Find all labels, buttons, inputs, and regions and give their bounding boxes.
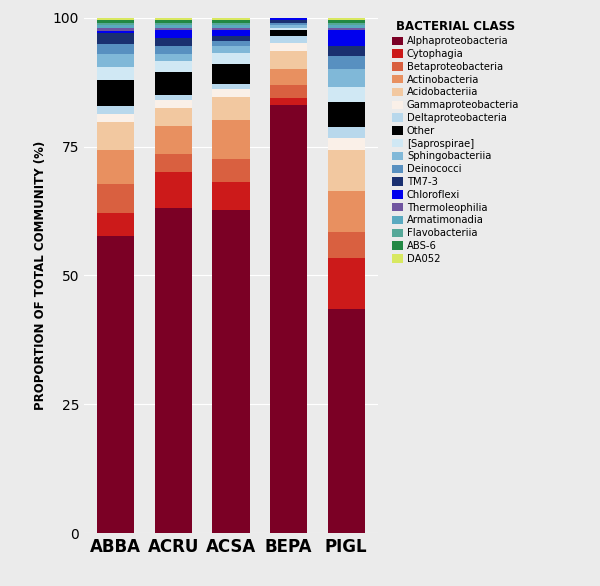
- Bar: [328, 309, 365, 533]
- Bar: [97, 184, 134, 213]
- Bar: [328, 20, 365, 23]
- Bar: [328, 46, 365, 56]
- Bar: [155, 38, 192, 46]
- Bar: [212, 28, 250, 30]
- Bar: [97, 25, 134, 28]
- Bar: [155, 46, 192, 54]
- Bar: [97, 213, 134, 236]
- Bar: [270, 51, 307, 69]
- Bar: [212, 159, 250, 182]
- Bar: [212, 23, 250, 25]
- Bar: [155, 20, 192, 23]
- Bar: [155, 172, 192, 209]
- Bar: [212, 84, 250, 90]
- Bar: [270, 28, 307, 30]
- Legend: Alphaproteobacteria, Cytophagia, Betaproteobacteria, Actinobacteria, Acidobacter: Alphaproteobacteria, Cytophagia, Betapro…: [389, 18, 522, 267]
- Bar: [270, 23, 307, 25]
- Bar: [270, 18, 307, 20]
- Bar: [328, 127, 365, 138]
- Bar: [328, 258, 365, 309]
- Bar: [212, 30, 250, 36]
- Bar: [155, 54, 192, 62]
- Bar: [97, 80, 134, 106]
- Bar: [97, 54, 134, 67]
- Bar: [328, 138, 365, 151]
- Bar: [328, 25, 365, 28]
- Bar: [328, 30, 365, 46]
- Bar: [328, 232, 365, 258]
- Bar: [328, 23, 365, 25]
- Bar: [97, 33, 134, 43]
- Bar: [212, 40, 250, 46]
- Bar: [97, 122, 134, 151]
- Bar: [155, 62, 192, 71]
- Bar: [328, 69, 365, 87]
- Bar: [328, 102, 365, 127]
- Bar: [212, 46, 250, 53]
- Bar: [212, 64, 250, 84]
- Bar: [155, 95, 192, 100]
- Bar: [97, 30, 134, 33]
- Bar: [212, 25, 250, 28]
- Bar: [155, 154, 192, 172]
- Y-axis label: PROPORTION OF TOTAL COMMUNITY (%): PROPORTION OF TOTAL COMMUNITY (%): [34, 141, 47, 410]
- Bar: [270, 97, 307, 105]
- Bar: [212, 120, 250, 159]
- Bar: [212, 182, 250, 210]
- Bar: [97, 151, 134, 184]
- Bar: [328, 56, 365, 69]
- Bar: [212, 210, 250, 533]
- Bar: [328, 151, 365, 191]
- Bar: [270, 69, 307, 84]
- Bar: [97, 236, 134, 533]
- Bar: [97, 28, 134, 30]
- Bar: [328, 87, 365, 102]
- Bar: [270, 36, 307, 43]
- Bar: [270, 105, 307, 533]
- Bar: [155, 100, 192, 108]
- Bar: [155, 30, 192, 38]
- Bar: [97, 20, 134, 23]
- Bar: [212, 53, 250, 64]
- Bar: [97, 67, 134, 80]
- Bar: [155, 108, 192, 126]
- Bar: [212, 90, 250, 97]
- Bar: [270, 20, 307, 23]
- Bar: [97, 18, 134, 20]
- Bar: [212, 20, 250, 23]
- Bar: [270, 25, 307, 28]
- Bar: [155, 23, 192, 25]
- Bar: [97, 114, 134, 122]
- Bar: [328, 191, 365, 232]
- Bar: [155, 209, 192, 533]
- Bar: [155, 71, 192, 95]
- Bar: [155, 18, 192, 20]
- Bar: [270, 30, 307, 36]
- Bar: [328, 28, 365, 30]
- Bar: [328, 18, 365, 20]
- Bar: [270, 43, 307, 51]
- Bar: [270, 84, 307, 97]
- Bar: [97, 43, 134, 54]
- Bar: [155, 126, 192, 154]
- Bar: [155, 28, 192, 30]
- Bar: [212, 18, 250, 20]
- Bar: [97, 106, 134, 114]
- Bar: [155, 25, 192, 28]
- Bar: [97, 23, 134, 25]
- Bar: [212, 36, 250, 40]
- Bar: [212, 97, 250, 120]
